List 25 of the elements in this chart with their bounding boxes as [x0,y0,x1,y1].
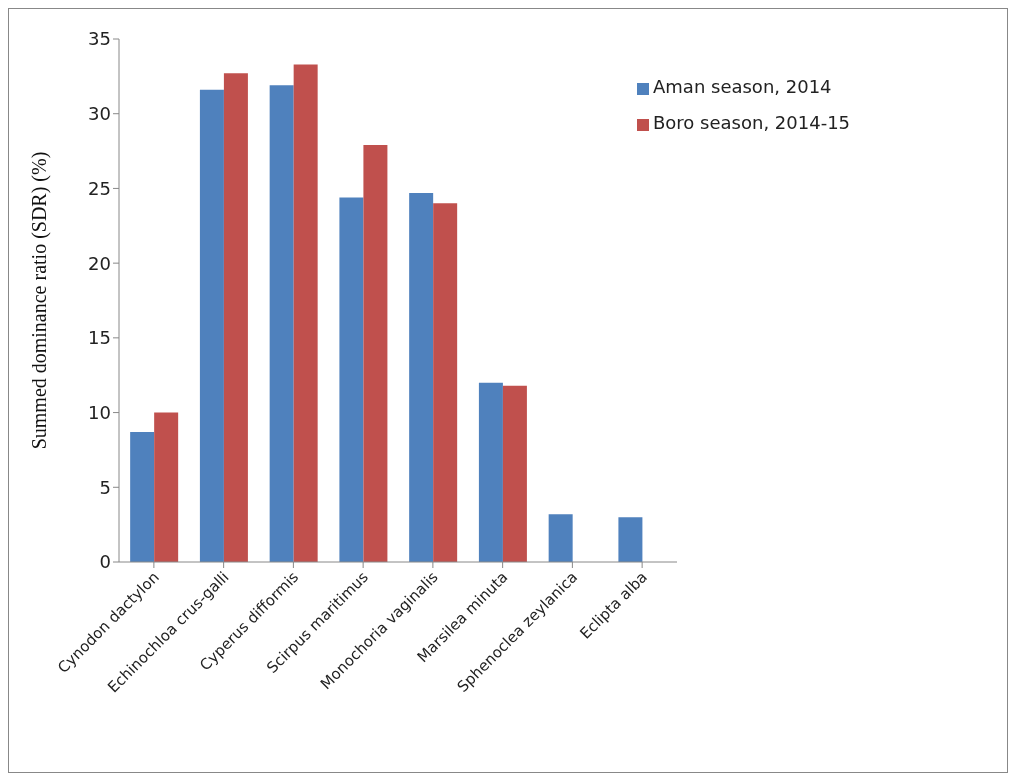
bar [409,192,434,562]
y-tick-label: 30 [88,103,111,125]
bar [199,89,224,562]
bar [502,385,527,562]
y-tick-label: 15 [88,327,111,349]
bar [269,85,294,562]
bar [130,432,155,562]
legend-label: Boro season, 2014-15 [653,112,851,133]
y-tick-label: 25 [88,177,111,199]
bar [363,145,388,562]
y-tick-label: 35 [88,28,111,50]
bar [548,514,573,562]
legend-label: Aman season, 2014 [653,76,832,97]
bar [154,412,179,562]
y-axis-title: Summed dominance ratio (SDR) (%) [28,151,52,450]
y-tick-label: 20 [88,252,111,274]
y-tick-label: 0 [99,551,111,573]
y-tick-label: 5 [99,476,111,498]
bar [618,517,643,562]
bar [223,73,248,562]
bar [339,197,364,562]
bar [293,64,318,562]
bar [433,203,458,562]
bar [478,382,503,562]
y-tick-label: 10 [88,401,111,423]
